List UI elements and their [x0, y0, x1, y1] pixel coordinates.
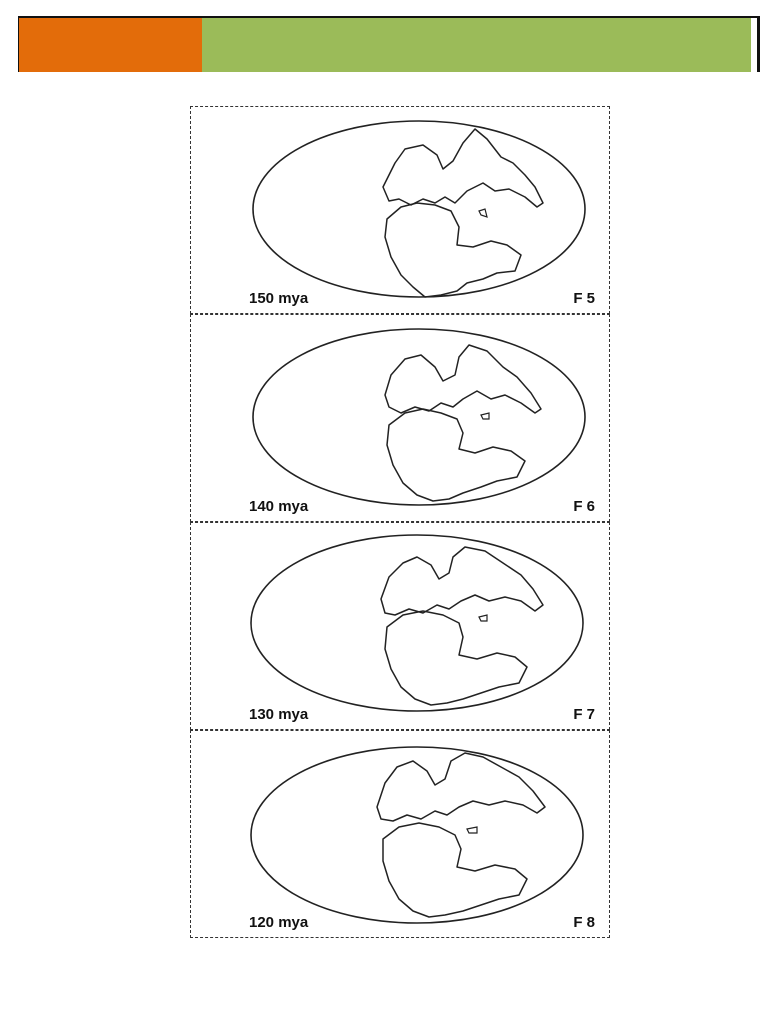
era-label: 150 mya [249, 290, 309, 307]
map-frame-3: 130 mya F 7 [190, 522, 610, 730]
map-frame-1: 150 mya F 5 [190, 106, 610, 314]
frame-label: F 7 [573, 706, 595, 723]
frame-label: F 6 [573, 498, 595, 515]
header-accent-orange [19, 18, 202, 72]
frame-label: F 8 [573, 914, 595, 931]
header-edge-line [757, 18, 759, 72]
continent-map-icon [252, 120, 586, 298]
header-accent-green [202, 18, 751, 72]
map-frame-2: 140 mya F 6 [190, 314, 610, 522]
era-label: 130 mya [249, 706, 309, 723]
continent-map-icon [250, 746, 584, 924]
continent-map-icon [252, 328, 586, 506]
continent-map-icon [250, 534, 584, 712]
frame-label: F 5 [573, 290, 595, 307]
era-label: 140 mya [249, 498, 309, 515]
map-frame-4: 120 mya F 8 [190, 730, 610, 938]
era-label: 120 mya [249, 914, 309, 931]
header-bar [18, 16, 760, 72]
